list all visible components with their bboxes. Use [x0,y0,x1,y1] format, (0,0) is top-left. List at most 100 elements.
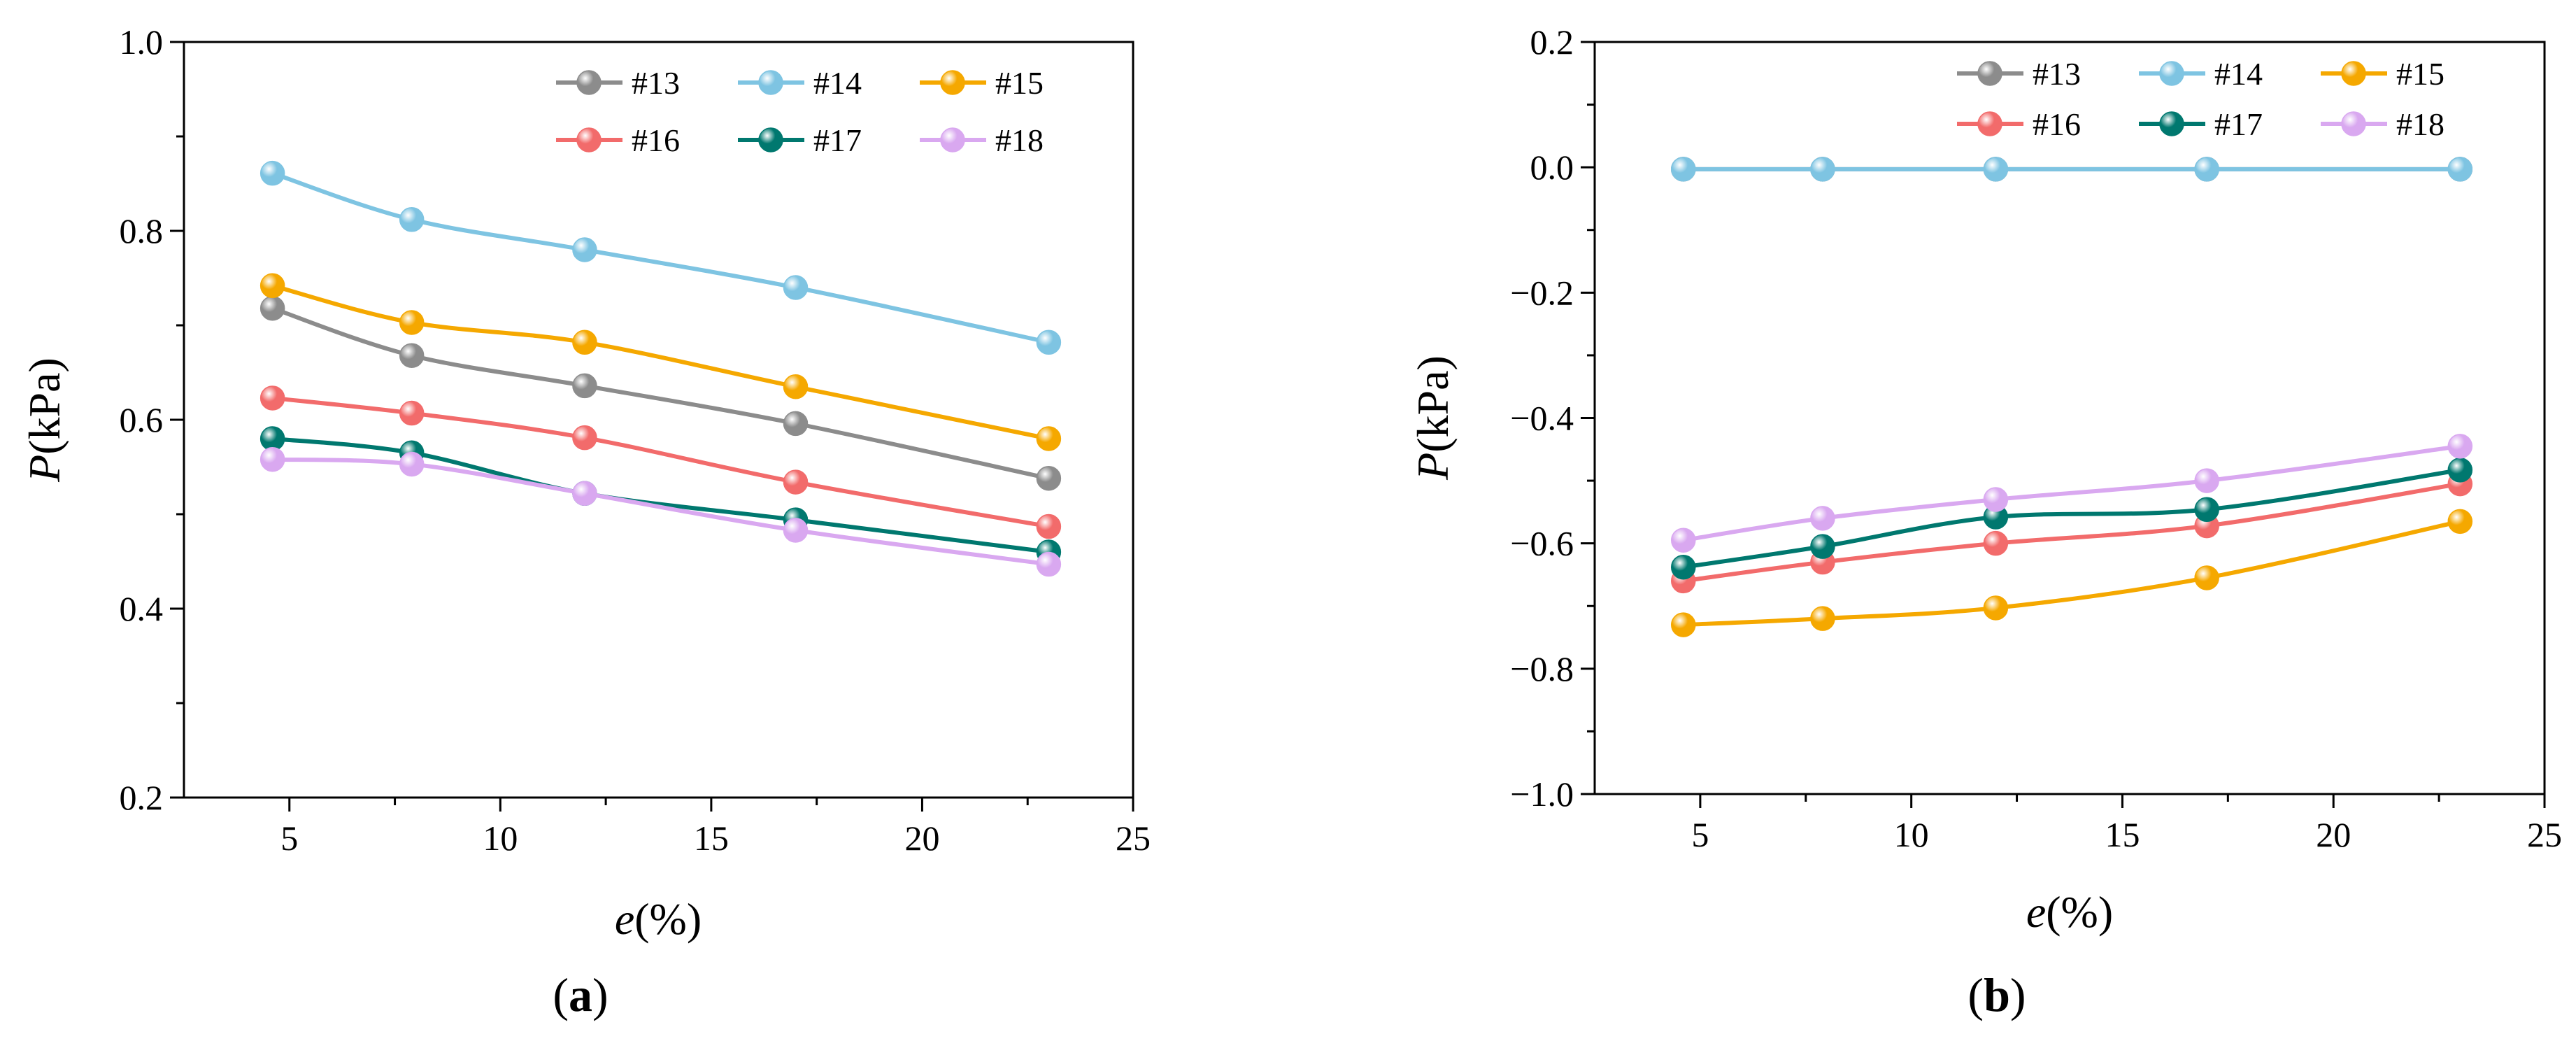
legend-marker [576,70,602,95]
x-tick-label: 5 [280,819,298,858]
data-point [259,446,285,472]
legend-item: #16 [1957,106,2081,142]
data-point [2447,434,2473,459]
legend: #13 #14 #15 #16 #17 #18 [556,65,1044,158]
x-axis-title: e(%) [2026,887,2113,937]
legend-item: #13 [556,65,680,101]
x-tick-label: 25 [1116,819,1151,858]
data-point [399,343,425,368]
legend-label: #16 [2033,106,2081,142]
series-17 [1670,458,2473,580]
legend-item: #17 [2139,106,2263,142]
data-point [399,207,425,232]
series-15 [1670,509,2473,637]
y-tick-label: 0.2 [1530,22,1574,62]
y-tick-label: 0.0 [1530,148,1574,187]
series-line [271,171,1050,345]
legend-item: #13 [1957,56,2081,92]
data-point [1810,506,1835,531]
data-point [572,330,597,355]
data-point [1983,530,2009,556]
x-tick-label: 20 [2316,815,2351,854]
series-line [272,457,1049,567]
data-point [1670,157,1696,182]
series-group [259,160,1062,577]
data-point [783,374,809,399]
legend-marker [2159,61,2184,86]
y-axis-title: P(kPa) [1408,355,1458,481]
data-point [259,273,285,299]
x-tick-label: 20 [904,819,939,858]
legend-marker [2341,61,2366,86]
data-point [1810,534,1835,559]
series-group [1670,157,2473,637]
y-tick-label: 0.2 [120,778,164,817]
data-point [2447,157,2473,182]
legend-marker [758,70,783,95]
series-line [271,306,1050,481]
y-tick-label: −0.4 [1510,399,1574,438]
legend-item: #14 [2139,56,2263,92]
data-point [1036,551,1062,577]
data-point [259,160,285,186]
x-tick-label: 10 [1894,815,1929,854]
y-axis-title: P(kPa) [20,357,69,483]
data-point [572,373,597,399]
series-line [1683,467,2461,569]
series-line [272,395,1049,529]
legend-marker [576,127,602,153]
tick-marks [1581,41,2546,808]
y-tick-label: 0.4 [120,589,164,628]
x-tick-label: 15 [2105,815,2140,854]
y-tick-label: −0.8 [1510,649,1574,688]
x-tick-label: 5 [1691,815,1709,854]
y-tick-label: −0.2 [1510,273,1574,312]
legend-label: #16 [632,122,680,158]
data-point [2194,497,2219,523]
x-tick-label: 15 [694,819,729,858]
data-point [1036,330,1062,355]
legend-marker [1977,61,2002,86]
legend: #13 #14 #15 #16 #17 #18 [1957,56,2445,142]
legend-item: #15 [2321,56,2445,92]
legend-label: #18 [2396,106,2445,142]
data-point [572,425,597,451]
x-axis-title: e(%) [615,894,702,944]
data-point [572,237,597,262]
y-tick-label: −0.6 [1510,524,1574,563]
legend-label: #15 [2396,56,2445,92]
series-16 [259,385,1062,539]
legend-label: #15 [995,65,1044,101]
legend-marker [940,127,965,153]
data-point [783,411,809,437]
series-18 [259,446,1062,577]
legend-item: #17 [738,122,862,158]
data-point [2194,157,2219,182]
data-point [1036,465,1062,491]
series-line [1683,519,2461,628]
series-18 [1670,434,2473,553]
legend-marker [940,70,965,95]
series-line [1683,481,2461,583]
legend-label: #18 [995,122,1044,158]
data-point [399,400,425,426]
data-point [1810,157,1835,182]
legend-label: #13 [632,65,680,101]
tick-marks [170,41,1134,812]
series-line [1683,444,2461,543]
y-tick-label: −1.0 [1510,774,1574,814]
series-13 [259,295,1062,491]
series-17 [259,426,1062,565]
data-point [399,310,425,335]
series-14 [1670,157,2473,182]
y-tick-label: 0.8 [120,211,164,250]
legend-marker [758,127,783,153]
legend-marker [2341,111,2366,136]
y-tick-label: 1.0 [120,22,164,62]
legend-label: #17 [813,122,862,158]
data-point [259,295,285,321]
data-point [1670,612,1696,637]
data-point [2447,509,2473,534]
legend-item: #14 [738,65,862,101]
